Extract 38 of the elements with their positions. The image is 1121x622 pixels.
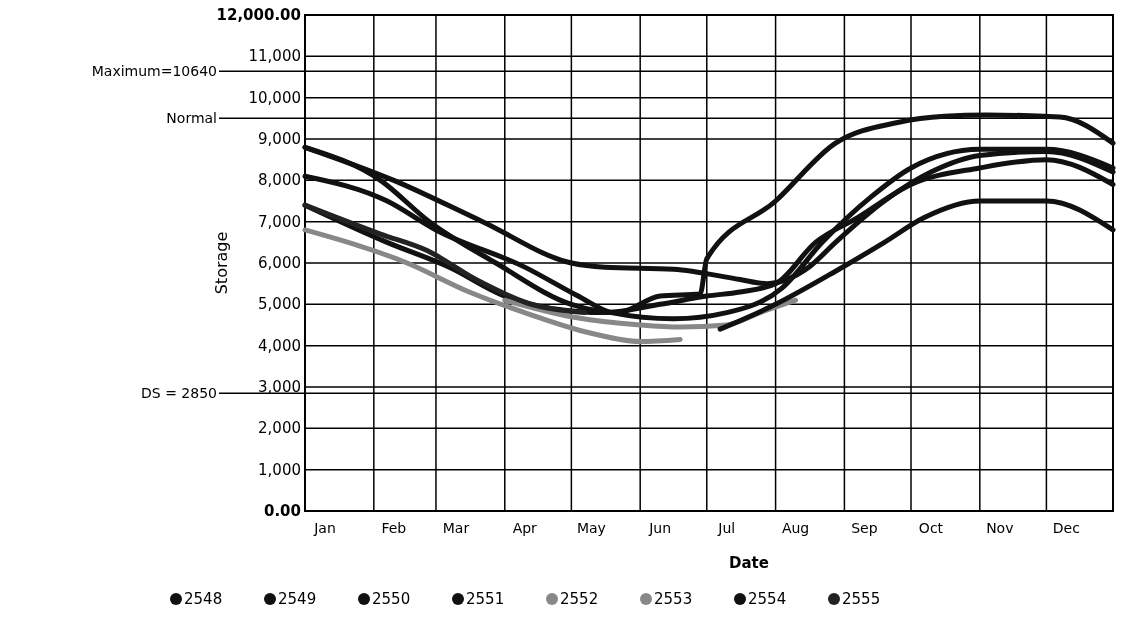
x-tick-label: May bbox=[576, 520, 606, 536]
y-tick-label: 1,000 bbox=[258, 460, 301, 479]
y-tick-label: 10,000 bbox=[248, 88, 301, 107]
legend-label: 2553 bbox=[654, 590, 693, 608]
y-tick-label: 8,000 bbox=[258, 171, 301, 190]
y-tick-label: 6,000 bbox=[258, 254, 301, 272]
legend-label: 2555 bbox=[842, 590, 881, 608]
ref-line-label: Maximum=10640 bbox=[91, 63, 217, 80]
legend-label: 2554 bbox=[748, 590, 787, 608]
x-tick-label: Mar bbox=[442, 520, 470, 536]
x-tick-label: Nov bbox=[986, 520, 1014, 536]
legend-label: 2551 bbox=[466, 590, 505, 608]
y-tick-label: 2,000 bbox=[258, 419, 301, 438]
legend-label: 2548 bbox=[184, 590, 223, 608]
legend-label: 2552 bbox=[560, 590, 599, 608]
y-tick-label: 0.00 bbox=[263, 502, 301, 520]
x-tick-label: Oct bbox=[918, 520, 944, 536]
y-tick-label: 12,000.00 bbox=[216, 6, 301, 24]
x-tick-label: Jul bbox=[717, 520, 736, 536]
x-tick-label: Feb bbox=[381, 520, 407, 536]
x-tick-label: Sep bbox=[851, 520, 878, 536]
y-axis-title: Storage bbox=[212, 231, 231, 295]
x-axis-title: Date bbox=[729, 554, 769, 572]
ref-line-label: Normal bbox=[166, 110, 217, 127]
x-tick-label: Jun bbox=[648, 520, 672, 536]
legend-label: 2549 bbox=[278, 590, 317, 608]
y-tick-label: 4,000 bbox=[258, 336, 301, 355]
x-tick-label: Apr bbox=[512, 520, 538, 536]
x-tick-label: Jan bbox=[313, 520, 336, 536]
y-tick-label: 3,000 bbox=[258, 378, 301, 396]
y-tick-label: 7,000 bbox=[258, 212, 301, 231]
ref-line-label: DS = 2850 bbox=[141, 385, 217, 402]
y-tick-label: 11,000 bbox=[248, 47, 301, 66]
x-tick-label: Aug bbox=[781, 520, 810, 536]
y-tick-label: 5,000 bbox=[258, 295, 301, 314]
x-tick-label: Dec bbox=[1052, 520, 1080, 536]
legend-label: 2550 bbox=[372, 590, 411, 608]
y-tick-label: 9,000 bbox=[258, 130, 301, 148]
